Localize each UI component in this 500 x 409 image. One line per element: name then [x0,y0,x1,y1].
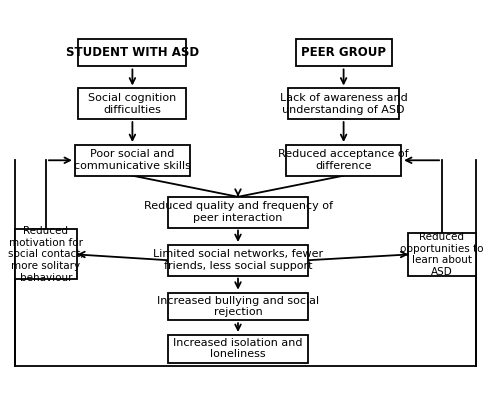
Text: Reduced
opportunities to
learn about
ASD: Reduced opportunities to learn about ASD [400,232,484,277]
FancyBboxPatch shape [78,39,186,67]
FancyBboxPatch shape [168,197,308,227]
Text: Reduced acceptance of
difference: Reduced acceptance of difference [278,149,409,171]
Text: Lack of awareness and
understanding of ASD: Lack of awareness and understanding of A… [280,93,407,115]
FancyBboxPatch shape [15,229,77,279]
Text: Limited social networks, fewer
friends, less social support: Limited social networks, fewer friends, … [153,249,323,271]
FancyBboxPatch shape [168,335,308,362]
Text: Poor social and
communicative skills: Poor social and communicative skills [74,149,191,171]
FancyBboxPatch shape [296,39,392,67]
FancyBboxPatch shape [408,233,476,276]
FancyBboxPatch shape [75,145,190,176]
FancyBboxPatch shape [288,88,399,119]
Text: Increased isolation and
loneliness: Increased isolation and loneliness [174,338,303,360]
Text: Social cognition
difficulties: Social cognition difficulties [88,93,176,115]
FancyBboxPatch shape [286,145,401,176]
Text: Reduced
motivation for
social contact,
more solitary
behaviour: Reduced motivation for social contact, m… [8,226,84,283]
Text: STUDENT WITH ASD: STUDENT WITH ASD [66,46,199,59]
Text: Increased bullying and social
rejection: Increased bullying and social rejection [157,296,319,317]
FancyBboxPatch shape [168,245,308,276]
FancyBboxPatch shape [168,292,308,320]
Text: PEER GROUP: PEER GROUP [301,46,386,59]
Text: Reduced quality and frequency of
peer interaction: Reduced quality and frequency of peer in… [144,201,332,223]
FancyBboxPatch shape [78,88,186,119]
